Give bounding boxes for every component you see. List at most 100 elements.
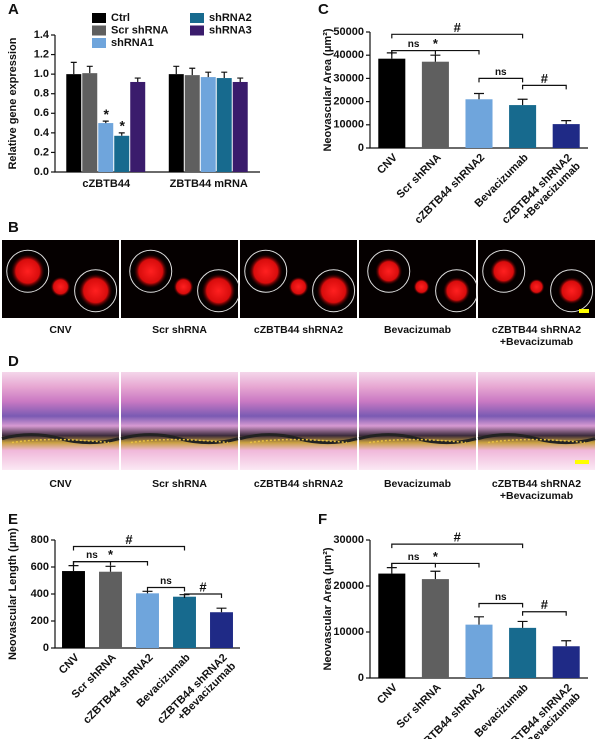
lesion [375, 257, 403, 285]
error-bar [237, 77, 244, 82]
histology-image [240, 372, 357, 470]
bar [114, 135, 130, 172]
bar [184, 75, 200, 172]
y-axis-label: Relative gene expression [7, 37, 19, 169]
image-caption: cZBTB44 shRNA2 +Bevacizumab [492, 478, 581, 502]
y-tick-label: 10000 [333, 626, 364, 638]
significance: # [454, 20, 462, 35]
bracket [183, 593, 223, 598]
error-bar [221, 71, 228, 79]
lesion-outline [244, 249, 288, 293]
y-axis-label: Neovascular Area (μm²) [322, 547, 334, 670]
lesion [173, 276, 194, 297]
rpe-layer [477, 433, 596, 445]
significance: # [199, 579, 207, 594]
y-tick-label: 20000 [333, 580, 364, 592]
lesion-outline [129, 249, 173, 293]
bar [232, 81, 248, 172]
legend-label: shRNA2 [209, 12, 252, 24]
bracket [478, 602, 524, 608]
lesion-outline [550, 269, 594, 313]
lesion [50, 276, 71, 297]
error-bar [430, 570, 441, 580]
histology-image [478, 372, 595, 470]
error-bar [474, 616, 484, 625]
rpe-layer [1, 433, 120, 445]
bracket [72, 561, 149, 566]
y-tick-label: 600 [31, 561, 49, 573]
image-caption: cZBTB44 shRNA2 [254, 478, 343, 490]
lesion-marker [11, 438, 110, 444]
error-bar [105, 565, 116, 572]
y-tick-label: 1.4 [34, 29, 50, 41]
lesion [443, 277, 471, 305]
bar [465, 624, 493, 678]
significance: ns [408, 552, 420, 563]
bar [66, 74, 82, 172]
panel-label: A [8, 1, 19, 18]
significance: ns [160, 576, 172, 587]
x-tick-label: cZBTB44 shRNA2 [81, 652, 156, 727]
histology-image [359, 372, 476, 470]
error-bar [86, 65, 93, 74]
lesion [528, 278, 545, 295]
rpe-layer [239, 433, 358, 445]
significance: ns [495, 592, 507, 603]
y-tick-label: 30000 [333, 534, 364, 546]
y-axis-label: Neovascular Length (μm) [7, 528, 19, 660]
significance: * [433, 549, 439, 564]
y-tick-label: 0.6 [34, 107, 49, 119]
legend-swatch [190, 25, 204, 36]
lesion [316, 273, 351, 308]
error-bar [118, 132, 125, 136]
y-tick-label: 20000 [333, 96, 364, 108]
bar [421, 579, 449, 678]
bar [62, 571, 85, 648]
significance: # [541, 597, 549, 612]
bar [552, 646, 580, 678]
bar [509, 105, 537, 148]
image-caption: Scr shRNA [152, 478, 207, 490]
significance: ns [408, 39, 420, 50]
y-tick-label: 0 [43, 642, 49, 654]
bracket [72, 545, 186, 551]
bar [210, 612, 233, 648]
bar [82, 73, 98, 172]
lesion-outline [197, 269, 241, 313]
significance: # [454, 530, 462, 545]
significance: * [433, 36, 439, 51]
lesion-marker [130, 438, 229, 444]
y-tick-label: 800 [31, 534, 49, 546]
image-caption: Bevacizumab [384, 478, 451, 490]
error-bar [474, 92, 484, 100]
text-line: cZBTB44 shRNA2 [492, 324, 581, 336]
y-tick-label: 0.8 [34, 88, 49, 100]
y-tick-label: 0 [358, 672, 364, 684]
lesion [413, 278, 430, 295]
scale-bar [575, 460, 589, 464]
error-bar [430, 54, 441, 62]
error-bar [386, 567, 397, 574]
image-caption: CNV [49, 324, 71, 336]
bar [509, 627, 537, 678]
x-tick-label: CNV [57, 651, 82, 676]
panel-label: C [318, 1, 329, 18]
x-tick-label: cZBTB44 shRNA2+Bevacizumab [155, 651, 238, 734]
legend-swatch [92, 25, 106, 36]
error-bar [205, 71, 212, 78]
bar [378, 58, 406, 148]
lesion-outline [435, 269, 479, 313]
y-tick-label: 50000 [333, 26, 364, 38]
lesion-outline [6, 249, 50, 293]
x-tick-label: cZBTB44 shRNA2+Bevacizumab [500, 681, 583, 739]
bar [98, 123, 114, 172]
bar [136, 593, 159, 648]
panel-label: E [8, 511, 18, 528]
significance: # [541, 71, 549, 86]
bar [200, 77, 216, 172]
bracket [391, 49, 480, 55]
rpe-layer [120, 433, 239, 445]
panel-label: F [318, 511, 327, 528]
y-tick-label: 0.0 [34, 166, 49, 178]
bracket [391, 33, 524, 39]
